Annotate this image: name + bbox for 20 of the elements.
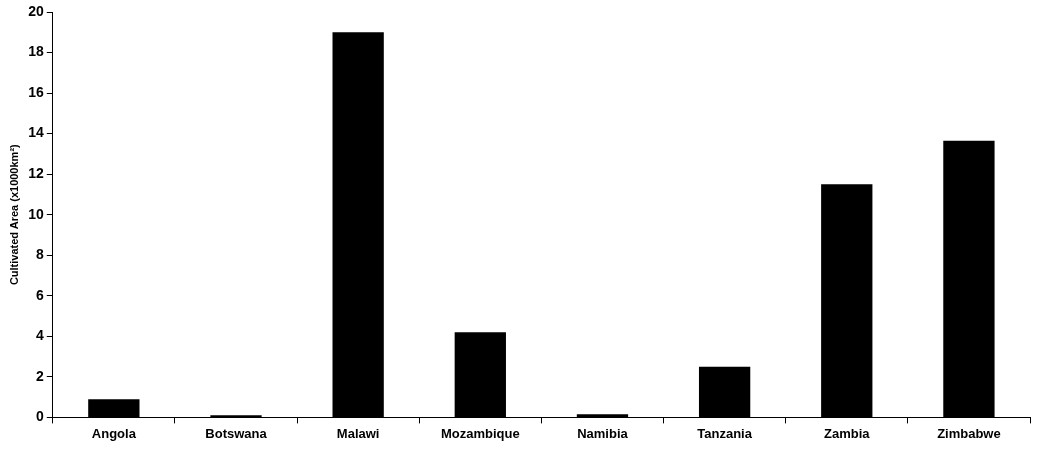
y-tick-label: 16 — [28, 83, 44, 100]
y-tick-label: 4 — [35, 327, 44, 344]
x-tick-label: Namibia — [577, 425, 629, 441]
y-axis-title: Cultivated Area (x1000km²) — [7, 143, 20, 286]
y-tick-label: 18 — [28, 43, 44, 60]
y-tick-label: 2 — [35, 367, 44, 384]
x-tick-label: Zambia — [824, 425, 871, 441]
y-tick-label: 8 — [35, 246, 44, 263]
y-tick-label: 0 — [35, 408, 44, 425]
y-tick-label: 14 — [28, 124, 44, 141]
y-tick-label: 12 — [28, 165, 44, 182]
x-tick-label: Zimbabwe — [937, 425, 1001, 441]
y-tick-label: 20 — [28, 2, 44, 19]
y-tick-label: 10 — [28, 205, 44, 222]
x-tick-label: Malawi — [336, 425, 380, 441]
x-tick-label: Botswana — [205, 425, 268, 441]
x-tick-label: Angola — [91, 425, 137, 441]
x-tick-label: Mozambique — [440, 425, 520, 441]
x-tick-label: Tanzania — [697, 425, 753, 441]
y-tick-label: 6 — [35, 286, 44, 303]
